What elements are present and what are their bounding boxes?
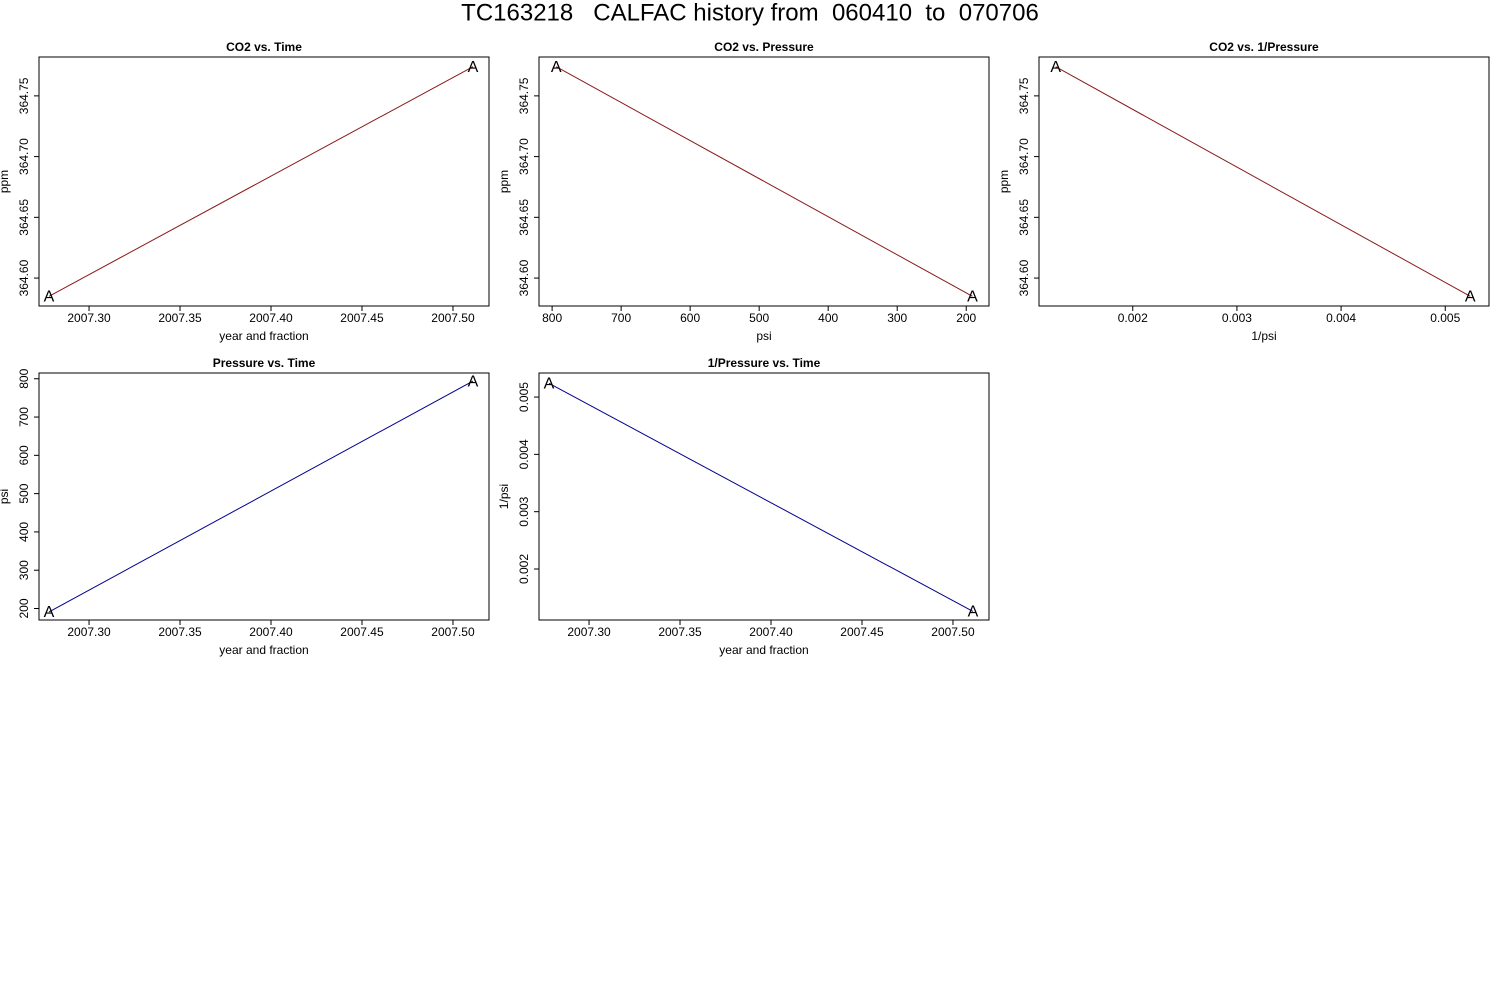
- x-tick-label: 600: [680, 311, 700, 325]
- data-line: [556, 66, 973, 297]
- x-axis-label: year and fraction: [719, 643, 808, 657]
- panel-title: Pressure vs. Time: [213, 356, 316, 370]
- plot-frame: [1038, 56, 1490, 307]
- data-line: [48, 66, 474, 297]
- y-tick-label: 200: [17, 598, 31, 618]
- y-tick-label: 364.70: [1017, 138, 1031, 175]
- y-tick-label: 364.60: [1017, 259, 1031, 296]
- y-tick-label: 364.65: [517, 199, 531, 236]
- x-axis-label: psi: [756, 329, 771, 343]
- point-marker: A: [1465, 289, 1476, 306]
- y-tick-label: 364.65: [17, 199, 31, 236]
- y-tick-label: 0.003: [517, 496, 531, 526]
- y-axis-label: psi: [0, 489, 11, 504]
- data-line: [48, 380, 474, 613]
- x-tick-label: 2007.50: [931, 625, 975, 639]
- panel-title: 1/Pressure vs. Time: [708, 356, 821, 370]
- plot-frame: [538, 56, 990, 307]
- x-tick-label: 2007.45: [840, 625, 884, 639]
- point-marker: A: [44, 289, 55, 306]
- panel-title: CO2 vs. Time: [226, 40, 302, 54]
- figure-title: TC163218 CALFAC history from 060410 to 0…: [461, 0, 1039, 26]
- x-tick-label: 2007.40: [749, 625, 793, 639]
- panel-title: CO2 vs. 1/Pressure: [1209, 40, 1319, 54]
- x-tick-label: 2007.30: [67, 625, 111, 639]
- y-tick-label: 364.75: [17, 77, 31, 114]
- data-line: [548, 382, 974, 612]
- point-marker: A: [967, 289, 978, 306]
- plot-frame: [38, 56, 490, 307]
- y-axis-label: ppm: [997, 170, 1011, 193]
- x-tick-label: 0.005: [1430, 311, 1460, 325]
- x-tick-label: 2007.35: [658, 625, 702, 639]
- y-tick-label: 500: [17, 483, 31, 503]
- x-tick-label: 500: [749, 311, 769, 325]
- y-tick-label: 364.60: [517, 259, 531, 296]
- y-tick-label: 364.75: [517, 77, 531, 114]
- y-tick-label: 364.60: [17, 259, 31, 296]
- y-tick-label: 0.004: [517, 439, 531, 469]
- plot-frame: [38, 372, 490, 621]
- y-tick-label: 364.65: [1017, 199, 1031, 236]
- x-tick-label: 2007.35: [158, 625, 202, 639]
- x-tick-label: 400: [818, 311, 838, 325]
- y-axis-label: ppm: [497, 170, 511, 193]
- x-tick-label: 2007.50: [431, 311, 475, 325]
- point-marker: A: [44, 604, 55, 621]
- x-tick-label: 0.002: [1118, 311, 1148, 325]
- data-line: [1055, 66, 1471, 297]
- x-tick-label: 2007.30: [567, 625, 611, 639]
- panel-title: CO2 vs. Pressure: [714, 40, 814, 54]
- y-tick-label: 364.70: [17, 138, 31, 175]
- y-tick-label: 0.002: [517, 554, 531, 584]
- y-tick-label: 0.005: [517, 382, 531, 412]
- x-axis-label: year and fraction: [219, 643, 308, 657]
- x-tick-label: 2007.30: [67, 311, 111, 325]
- x-tick-label: 2007.35: [158, 311, 202, 325]
- point-marker: A: [468, 373, 479, 390]
- x-tick-label: 0.003: [1222, 311, 1252, 325]
- y-tick-label: 700: [17, 407, 31, 427]
- y-axis-label: 1/psi: [497, 484, 511, 509]
- y-tick-label: 300: [17, 560, 31, 580]
- x-tick-label: 2007.45: [340, 625, 384, 639]
- y-tick-label: 400: [17, 522, 31, 542]
- y-tick-label: 600: [17, 445, 31, 465]
- x-tick-label: 2007.40: [249, 311, 293, 325]
- x-tick-label: 2007.45: [340, 311, 384, 325]
- y-tick-label: 800: [17, 368, 31, 388]
- point-marker: A: [1050, 59, 1061, 76]
- point-marker: A: [968, 604, 979, 621]
- point-marker: A: [468, 59, 479, 76]
- x-tick-label: 2007.50: [431, 625, 475, 639]
- x-tick-label: 200: [956, 311, 976, 325]
- x-tick-label: 700: [611, 311, 631, 325]
- x-tick-label: 0.004: [1326, 311, 1356, 325]
- point-marker: A: [544, 376, 555, 393]
- x-tick-label: 800: [542, 311, 562, 325]
- point-marker: A: [551, 59, 562, 76]
- x-tick-label: 2007.40: [249, 625, 293, 639]
- plot-frame: [538, 372, 990, 621]
- x-axis-label: 1/psi: [1251, 329, 1276, 343]
- y-tick-label: 364.70: [517, 138, 531, 175]
- y-axis-label: ppm: [0, 170, 11, 193]
- x-axis-label: year and fraction: [219, 329, 308, 343]
- y-tick-label: 364.75: [1017, 77, 1031, 114]
- x-tick-label: 300: [887, 311, 907, 325]
